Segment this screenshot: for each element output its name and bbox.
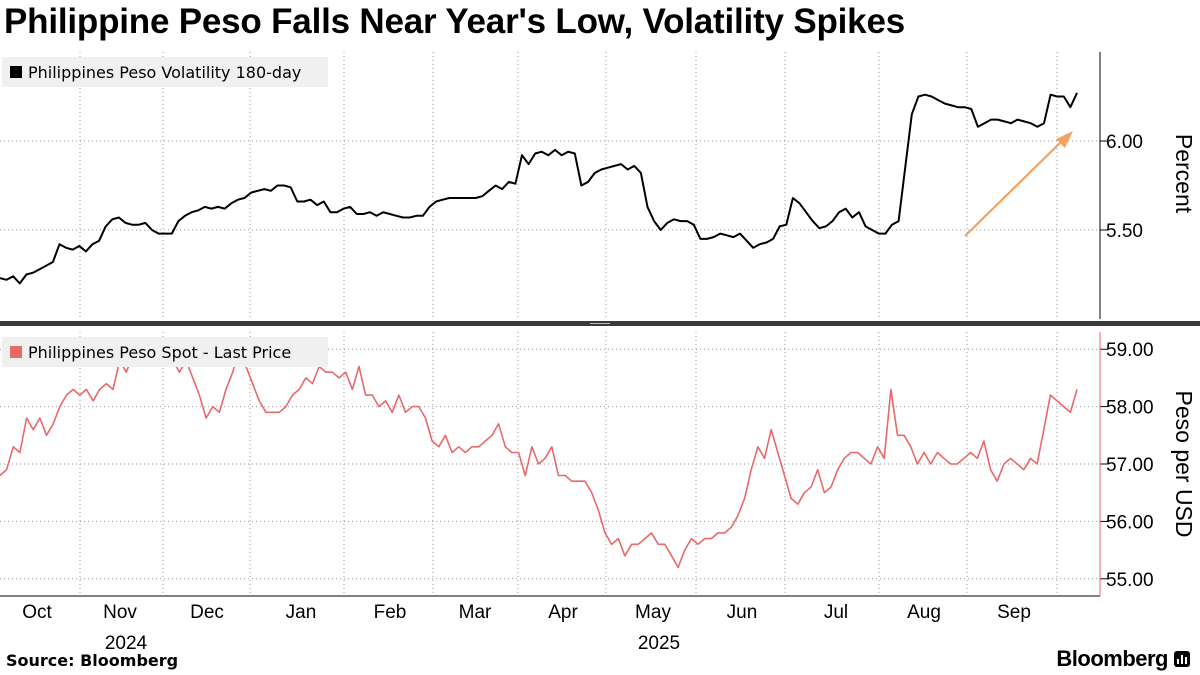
axis-layer: 5.50 6.00 Percent 55.00 56.00 57.00 58.00 59.00… [0, 52, 1197, 597]
x-month-label: Jan [286, 602, 317, 623]
panel-divider [0, 321, 1200, 326]
series-line [0, 92, 1078, 285]
y-tick-label: 56.00 [1106, 512, 1154, 533]
y-tick-label: 57.00 [1106, 455, 1154, 476]
legend-box [2, 57, 328, 87]
legend-layer: Philippines Peso Volatility 180-day Phili… [2, 57, 328, 367]
y-tick-label: 59.00 [1106, 340, 1154, 361]
x-year-label: 2024 [105, 633, 148, 654]
y-tick-label: 6.00 [1106, 132, 1143, 153]
bloomberg-chart-icon [1174, 651, 1190, 667]
legend-label: Philippines Peso Spot - Last Price [28, 343, 291, 362]
grid-layer [0, 52, 1100, 596]
y-tick-label: 58.00 [1106, 398, 1154, 419]
legend-box [2, 337, 328, 367]
chart-title: Philippine Peso Falls Near Year's Low, V… [4, 2, 905, 41]
series-layer [0, 92, 1078, 569]
y-axis-title: Peso per USD [1171, 390, 1197, 537]
brand-logo: Bloomberg [1056, 646, 1190, 672]
y-axis-title: Percent [1171, 134, 1197, 214]
x-month-label: Apr [548, 602, 578, 623]
legend-label: Philippines Peso Volatility 180-day [28, 63, 301, 82]
x-axis-labels: Oct Nov Dec Jan Feb Mar Apr May Jun Jul Aug Sep 2024… [22, 602, 1031, 654]
x-month-label: Nov [103, 602, 137, 623]
x-month-label: Jul [824, 602, 848, 623]
trend-arrow-head [1056, 131, 1073, 148]
x-month-label: Jun [727, 602, 758, 623]
x-month-label: May [635, 602, 671, 623]
trend-arrow-shaft [964, 138, 1065, 237]
x-month-label: Feb [374, 602, 407, 623]
legend-swatch [10, 346, 22, 358]
x-year-label: 2025 [638, 633, 680, 654]
x-month-label: Mar [459, 602, 492, 623]
x-month-label: Sep [997, 602, 1031, 623]
y-tick-label: 5.50 [1106, 221, 1143, 242]
x-month-label: Aug [907, 602, 941, 623]
x-month-label: Dec [190, 602, 224, 623]
source-note: Source: Bloomberg [6, 651, 179, 670]
brand-name: Bloomberg [1056, 646, 1168, 671]
x-month-label: Oct [22, 602, 52, 623]
legend-swatch [10, 66, 22, 78]
y-tick-label: 55.00 [1106, 570, 1154, 591]
series-line [0, 348, 1078, 569]
